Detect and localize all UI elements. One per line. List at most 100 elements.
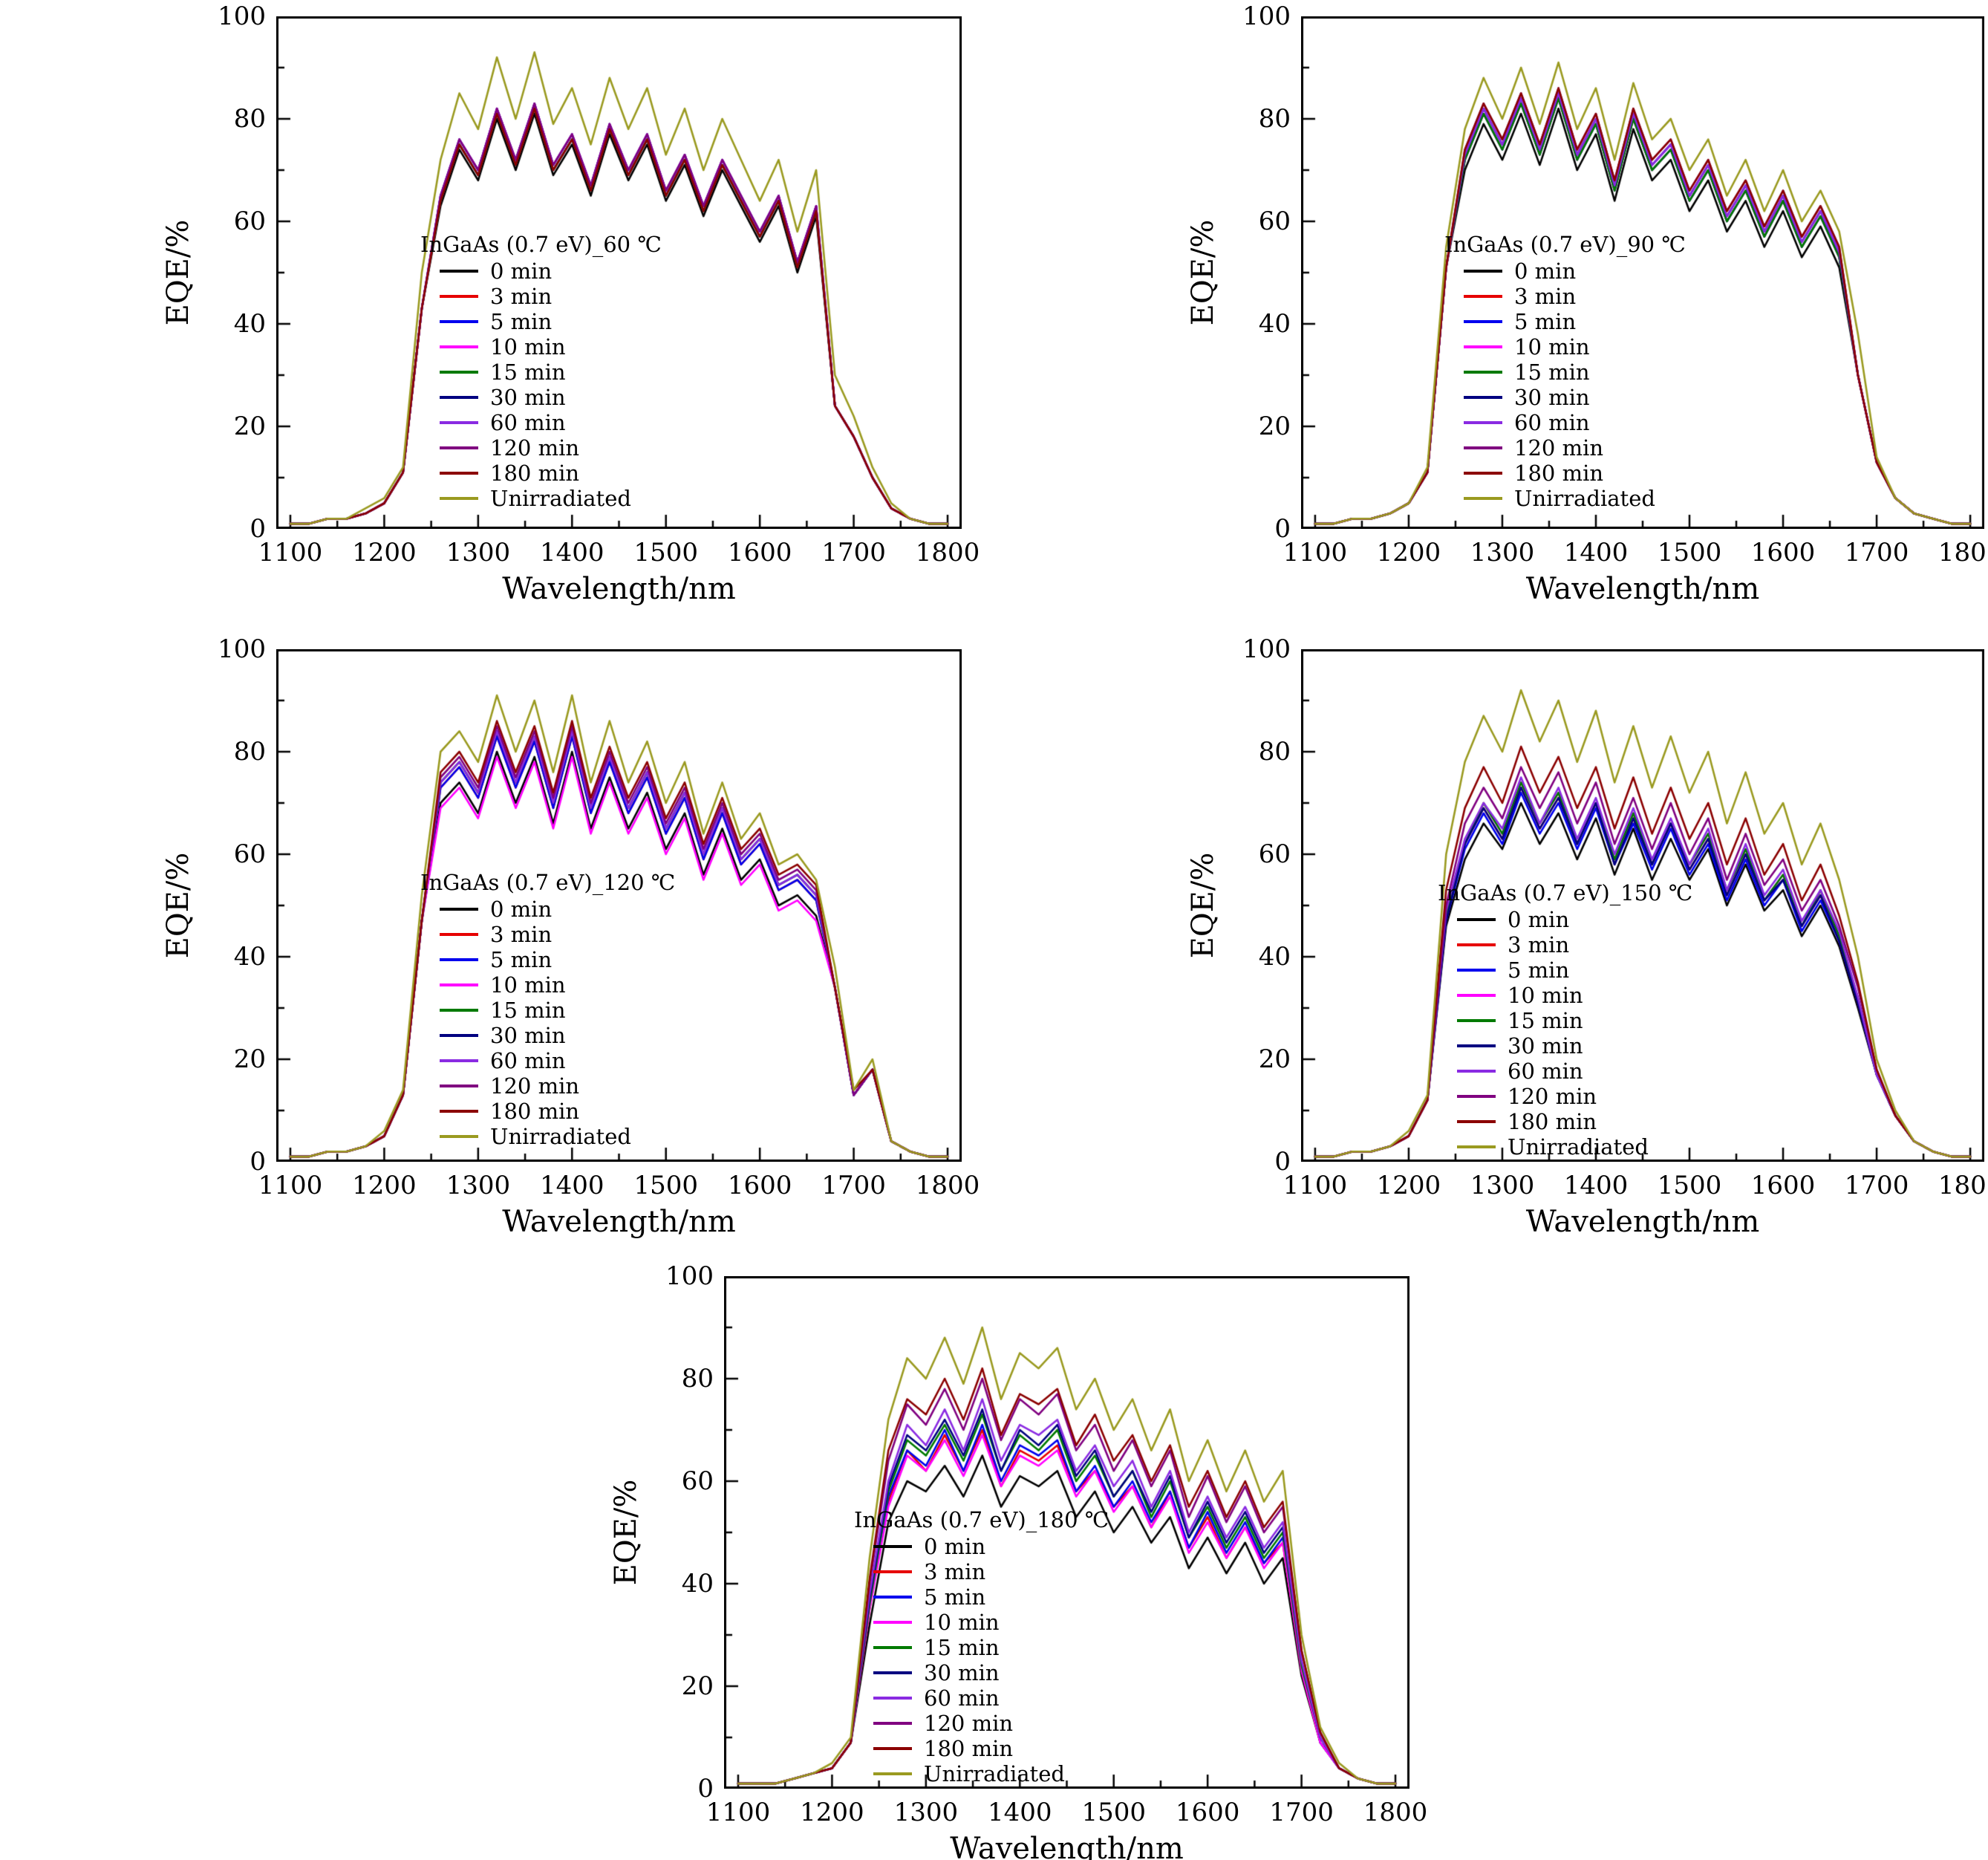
legend-line-swatch bbox=[440, 1034, 478, 1037]
chart-panel-150C: 0 20 40 60 80 100 1100 1200 1300 1400 1500 1600 170… bbox=[1186, 634, 1988, 1239]
legend-item-label: 60 min bbox=[924, 1685, 1000, 1711]
legend-item-label: 3 min bbox=[924, 1559, 986, 1584]
legend-item-label: 5 min bbox=[490, 309, 553, 334]
x-tick-label: 1100 bbox=[1283, 1171, 1348, 1200]
x-tick-label: 1200 bbox=[1376, 1171, 1441, 1200]
legend-line-swatch bbox=[873, 1697, 912, 1700]
legend-title: InGaAs (0.7 eV)_180 ℃ bbox=[854, 1507, 1109, 1532]
legend-item-label: 120 min bbox=[490, 435, 580, 461]
x-axis-title: Wavelength/nm bbox=[1525, 572, 1760, 606]
legend-line-swatch bbox=[1464, 472, 1502, 475]
legend-line-swatch bbox=[1464, 497, 1502, 500]
legend-line-swatch bbox=[1457, 1070, 1496, 1073]
legend-item-label: 0 min bbox=[490, 258, 553, 284]
legend-line-swatch bbox=[873, 1747, 912, 1750]
x-tick-label: 1100 bbox=[705, 1798, 771, 1827]
legend-items: 0 min 3 min 5 min 10 min 15 min 30 min 60 min 1… bbox=[854, 1534, 1109, 1786]
legend-item: 60 min bbox=[1464, 410, 1686, 435]
legend-item: 60 min bbox=[440, 410, 662, 435]
legend-item-label: 15 min bbox=[1514, 360, 1590, 385]
legend-title: InGaAs (0.7 eV)_60 ℃ bbox=[420, 232, 662, 257]
plot-canvas bbox=[276, 16, 962, 529]
legend-items: 0 min 3 min 5 min 10 min 15 min 30 min 60 min 1… bbox=[420, 258, 662, 511]
legend-item: 180 min bbox=[1457, 1109, 1692, 1134]
legend-item: 0 min bbox=[1464, 258, 1686, 284]
legend-item: 10 min bbox=[1464, 334, 1686, 360]
legend-item-label: 5 min bbox=[924, 1584, 986, 1610]
y-tick-label: 20 bbox=[681, 1671, 714, 1701]
legend-item-label: 180 min bbox=[1508, 1109, 1597, 1134]
legend-item-label: 120 min bbox=[1508, 1084, 1597, 1109]
legend-item-label: Unirradiated bbox=[1508, 1134, 1649, 1160]
legend-item: 15 min bbox=[1457, 1008, 1692, 1033]
x-axis-title: Wavelength/nm bbox=[1525, 1205, 1760, 1239]
y-tick-label: 0 bbox=[697, 1774, 714, 1804]
y-tick-label: 0 bbox=[1274, 514, 1291, 544]
legend-items: 0 min 3 min 5 min 10 min 15 min 30 min 60 min 1… bbox=[1438, 907, 1692, 1160]
x-tick-label: 1100 bbox=[1283, 538, 1348, 568]
legend-item: 30 min bbox=[440, 385, 662, 410]
legend-item-label: 120 min bbox=[490, 1073, 580, 1099]
legend-item: Unirradiated bbox=[440, 1124, 675, 1149]
plot-canvas bbox=[276, 649, 962, 1162]
y-tick-label: 40 bbox=[233, 309, 266, 339]
legend-line-swatch bbox=[1457, 918, 1496, 921]
legend-item-label: Unirradiated bbox=[490, 486, 631, 511]
y-tick-label: 20 bbox=[233, 412, 266, 441]
legend-item-label: 180 min bbox=[490, 461, 580, 486]
legend-line-swatch bbox=[1457, 1044, 1496, 1047]
y-tick-label: 100 bbox=[665, 1261, 714, 1291]
y-axis-title: EQE/% bbox=[1186, 219, 1220, 326]
legend-item-label: 0 min bbox=[924, 1534, 986, 1559]
legend-item: 30 min bbox=[440, 1023, 675, 1048]
legend-item: 0 min bbox=[440, 897, 675, 922]
x-tick-label: 1400 bbox=[540, 1171, 604, 1200]
plot-canvas bbox=[1301, 16, 1984, 529]
legend-line-swatch bbox=[440, 421, 478, 424]
x-tick-label: 1600 bbox=[727, 538, 792, 568]
x-tick-label: 1700 bbox=[821, 1171, 886, 1200]
legend-item: 5 min bbox=[873, 1584, 1109, 1610]
legend-line-swatch bbox=[440, 345, 478, 348]
legend-item: 3 min bbox=[1457, 932, 1692, 957]
legend-item: 15 min bbox=[873, 1635, 1109, 1660]
x-tick-label: 1500 bbox=[1657, 538, 1722, 568]
legend-item: 5 min bbox=[440, 947, 675, 972]
x-tick-label: 1700 bbox=[1844, 1171, 1909, 1200]
legend-item: 180 min bbox=[1464, 461, 1686, 486]
y-tick-label: 0 bbox=[1274, 1147, 1291, 1177]
x-tick-label: 1200 bbox=[352, 1171, 417, 1200]
legend-item-label: 60 min bbox=[1508, 1059, 1583, 1084]
legend: InGaAs (0.7 eV)_180 ℃ 0 min 3 min 5 min 10 … bbox=[854, 1507, 1109, 1786]
x-tick-label: 1800 bbox=[1938, 1171, 1988, 1200]
legend-item: 180 min bbox=[440, 1099, 675, 1124]
legend: InGaAs (0.7 eV)_150 ℃ 0 min 3 min 5 min 10 … bbox=[1438, 880, 1692, 1160]
legend-line-swatch bbox=[440, 1135, 478, 1138]
legend: InGaAs (0.7 eV)_120 ℃ 0 min 3 min 5 min 10 … bbox=[420, 870, 675, 1149]
legend-line-swatch bbox=[440, 320, 478, 323]
legend-line-swatch bbox=[440, 497, 478, 500]
legend-item: 180 min bbox=[440, 461, 662, 486]
legend-line-swatch bbox=[873, 1671, 912, 1674]
legend-item-label: 120 min bbox=[924, 1711, 1014, 1736]
legend-item: 3 min bbox=[873, 1559, 1109, 1584]
legend-item-label: Unirradiated bbox=[1514, 486, 1655, 511]
legend: InGaAs (0.7 eV)_60 ℃ 0 min 3 min 5 min 10 m… bbox=[420, 232, 662, 511]
legend-line-swatch bbox=[1464, 371, 1502, 374]
legend-item: 10 min bbox=[873, 1610, 1109, 1635]
x-tick-label: 1300 bbox=[446, 1171, 511, 1200]
legend-item-label: 15 min bbox=[1508, 1008, 1583, 1033]
legend-line-swatch bbox=[873, 1722, 912, 1725]
y-tick-label: 40 bbox=[681, 1569, 714, 1599]
legend-line-swatch bbox=[873, 1621, 912, 1624]
legend-line-swatch bbox=[1464, 421, 1502, 424]
legend-item: 0 min bbox=[873, 1534, 1109, 1559]
legend-item-label: 15 min bbox=[490, 360, 566, 385]
y-tick-label: 0 bbox=[250, 514, 266, 544]
legend-item-label: 0 min bbox=[1514, 258, 1577, 284]
x-tick-label: 1400 bbox=[988, 1798, 1052, 1827]
legend-item-label: 30 min bbox=[1514, 385, 1590, 410]
y-tick-label: 80 bbox=[233, 737, 266, 767]
x-axis-title: Wavelength/nm bbox=[950, 1832, 1184, 1860]
